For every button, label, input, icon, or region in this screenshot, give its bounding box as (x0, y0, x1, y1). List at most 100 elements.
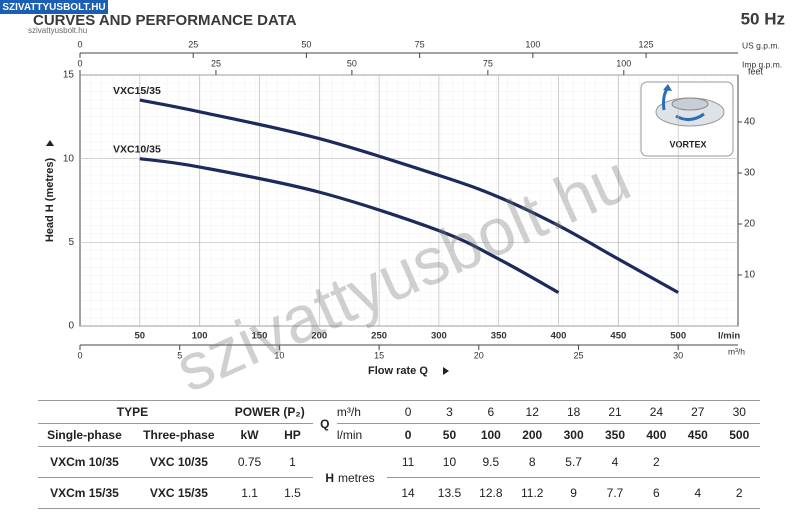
unit-cell: m³/h (336, 400, 388, 424)
curve-label: VXC10/35 (113, 143, 161, 155)
y-axis-label: Head H (metres) (44, 157, 56, 242)
secondary-tick-label: 0 (77, 39, 82, 49)
secondary-axis-label: m³/h (728, 346, 745, 356)
table-row: VXCm 15/35 VXC 15/35 1.1 1.5 14 13.5 12.8 11.2 9… (38, 477, 760, 509)
header-cell: kW (226, 423, 273, 447)
table-row: Single-phase Three-phase kW HP l/min 0 50 100 20… (38, 423, 760, 447)
type-cell: VXCm 15/35 (38, 477, 131, 509)
table-cell: 21 (594, 400, 636, 424)
h-unit: metres (337, 470, 375, 485)
table-cell: 0 (387, 423, 429, 447)
table-cell: 50 (428, 423, 471, 447)
x-axis-label: Flow rate Q (368, 365, 428, 377)
table-cell: 7.7 (594, 477, 636, 509)
y2-tick-label: 40 (744, 117, 756, 128)
h-header: H (325, 470, 334, 485)
secondary-axis-label: US g.p.m. (742, 40, 780, 50)
subtitle: 50 Hz (741, 9, 785, 28)
header-cell: Three-phase (130, 423, 227, 447)
secondary-tick-label: 20 (474, 350, 484, 360)
secondary-tick-label: 100 (525, 39, 540, 49)
chart-title: CURVES AND PERFORMANCE DATA (33, 12, 297, 29)
badge-icon (671, 97, 709, 111)
header-cell: HP (272, 423, 313, 447)
type-cell: VXC 15/35 (130, 477, 227, 509)
secondary-tick-label: 25 (211, 58, 221, 68)
unit-cell: l/min (336, 423, 388, 447)
minor-grid (80, 75, 738, 326)
y-tick-label: 15 (63, 70, 75, 81)
x-tick-label: 250 (371, 331, 387, 342)
table-cell: 350 (594, 423, 636, 447)
table-cell (677, 446, 719, 478)
logo-box (0, 0, 108, 14)
y-tick-label: 0 (68, 321, 74, 332)
arrow-icon (443, 367, 449, 375)
x-tick-label: 50 (135, 331, 146, 342)
type-cell: 0.75 (226, 446, 273, 478)
type-cell: 1 (272, 446, 313, 478)
secondary-tick-label: 100 (616, 58, 631, 68)
logo: SZIVATTYUSBOLT.HU (2, 2, 105, 13)
table-cell: 9 (552, 477, 595, 509)
x-tick-label: 500 (670, 331, 686, 342)
secondary-tick-label: 0 (77, 58, 82, 68)
table-cell: 450 (677, 423, 719, 447)
table-cell: 8 (511, 446, 553, 478)
type-cell: VXC 10/35 (130, 446, 227, 478)
type-cell: 1.1 (226, 477, 273, 509)
table-cell: 5.7 (552, 446, 595, 478)
table-cell: 18 (552, 400, 595, 424)
x-tick-label: 200 (311, 331, 327, 342)
badge-arrow (663, 84, 672, 91)
curve-label: VXC15/35 (113, 85, 161, 97)
secondary-tick-label: 15 (374, 350, 384, 360)
table-cell: 500 (718, 423, 760, 447)
secondary-tick-label: 50 (347, 58, 357, 68)
y2-tick-label: 20 (744, 219, 756, 230)
secondary-tick-label: 10 (274, 350, 284, 360)
header-cell: Q (312, 400, 337, 447)
secondary-tick-label: 0 (77, 350, 82, 360)
curve (139, 98, 679, 294)
table-cell: 12 (511, 400, 553, 424)
type-cell: VXCm 10/35 (38, 446, 131, 478)
secondary-tick-label: 30 (673, 350, 683, 360)
y2-axis-label: feet (748, 66, 764, 76)
table-cell (718, 446, 760, 478)
y2-tick-label: 10 (744, 270, 756, 281)
table-cell: 13.5 (428, 477, 471, 509)
table-cell: 9.5 (470, 446, 512, 478)
secondary-tick-label: 25 (188, 39, 198, 49)
secondary-tick-label: 25 (573, 350, 583, 360)
table-cell: 6 (470, 400, 512, 424)
table-cell: 27 (677, 400, 719, 424)
secondary-tick-label: 125 (639, 39, 654, 49)
table-cell: 6 (635, 477, 678, 509)
table-cell: 2 (718, 477, 760, 509)
curve (139, 157, 560, 294)
x-tick-label: 150 (252, 331, 268, 342)
table-cell: 30 (718, 400, 760, 424)
x-tick-label: 350 (491, 331, 507, 342)
x-unit: l/min (718, 331, 740, 342)
vortex-badge: VORTEX (640, 81, 734, 157)
y-tick-label: 5 (68, 237, 74, 248)
logo-url: szivattyusbolt.hu (28, 26, 87, 35)
table-cell: 14 (387, 477, 429, 509)
type-cell: 1.5 (272, 477, 313, 509)
arrow-icon (46, 140, 54, 146)
header-cell: TYPE (38, 400, 227, 424)
header-cell: Single-phase (38, 423, 131, 447)
table-cell: 4 (594, 446, 636, 478)
table-cell: 12.8 (470, 477, 512, 509)
secondary-axis-label: Imp g.p.m. (742, 59, 782, 69)
x-tick-label: 450 (610, 331, 626, 342)
table-cell: 100 (470, 423, 512, 447)
header-cell: POWER (P₂) (226, 400, 313, 424)
secondary-tick-label: 75 (415, 39, 425, 49)
